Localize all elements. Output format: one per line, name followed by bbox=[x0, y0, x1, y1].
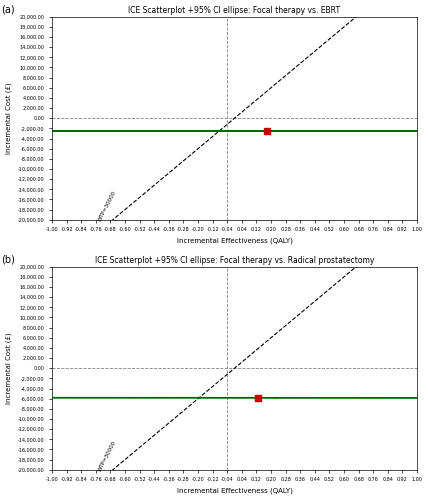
Text: (a): (a) bbox=[1, 4, 15, 15]
Y-axis label: Incremental Cost (£): Incremental Cost (£) bbox=[6, 332, 12, 404]
Text: WTP=30000: WTP=30000 bbox=[97, 190, 117, 222]
Point bbox=[264, 127, 271, 135]
Y-axis label: Incremental Cost (£): Incremental Cost (£) bbox=[6, 82, 12, 154]
Text: (b): (b) bbox=[1, 254, 15, 264]
Point bbox=[255, 394, 262, 402]
Title: ICE Scatterplot +95% CI ellipse: Focal therapy vs. EBRT: ICE Scatterplot +95% CI ellipse: Focal t… bbox=[128, 6, 341, 15]
X-axis label: Incremental Effectiveness (QALY): Incremental Effectiveness (QALY) bbox=[177, 488, 292, 494]
X-axis label: Incremental Effectiveness (QALY): Incremental Effectiveness (QALY) bbox=[177, 238, 292, 244]
Title: ICE Scatterplot +95% CI ellipse: Focal therapy vs. Radical prostatectomy: ICE Scatterplot +95% CI ellipse: Focal t… bbox=[95, 256, 374, 264]
Text: WTP=30000: WTP=30000 bbox=[97, 440, 117, 472]
